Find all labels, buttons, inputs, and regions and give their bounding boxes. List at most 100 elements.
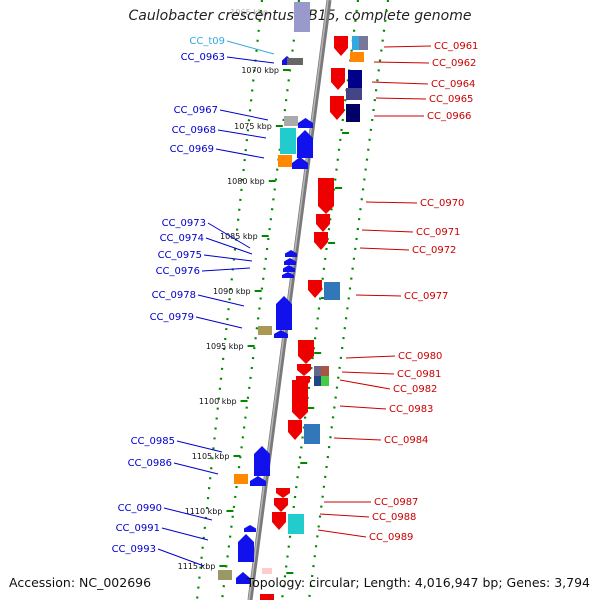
gene-arrow-forward — [292, 380, 308, 420]
gene-label-forward: CC_0980 — [398, 351, 442, 362]
label-leader — [339, 379, 391, 390]
label-leader — [176, 440, 223, 453]
gene-block — [284, 116, 298, 126]
label-leader — [161, 527, 209, 541]
gene-block — [346, 88, 362, 100]
gene-label-forward: CC_0981 — [397, 369, 441, 380]
kbp-label: 1070 kbp — [241, 66, 279, 75]
gene-block — [352, 36, 359, 50]
topology-text: Topology: circular; Length: 4,016,947 bp… — [246, 575, 590, 590]
gene-arrow-reverse — [285, 250, 297, 257]
gene-arrow-forward — [334, 36, 348, 56]
label-leader — [215, 148, 265, 159]
gene-label-reverse: CC_0979 — [150, 312, 194, 323]
gene-label-forward: CC_0970 — [420, 198, 464, 209]
gene-arrow-forward — [288, 420, 302, 440]
label-leader — [197, 294, 245, 307]
gene-arrow-reverse — [236, 572, 250, 584]
gene-arrow-reverse — [254, 446, 270, 476]
label-leader — [217, 129, 267, 139]
gene-label-reverse: CC_0976 — [156, 266, 200, 277]
kbp-label: 1075 kbp — [234, 122, 272, 131]
gene-label-forward: CC_0971 — [416, 227, 460, 238]
dotted-guide — [280, 0, 360, 600]
gene-arrow-reverse — [276, 296, 292, 330]
gene-label-reverse: CC_0990 — [118, 503, 162, 514]
gene-block — [280, 128, 296, 154]
label-leader — [173, 462, 219, 475]
kbp-label: 1100 kbp — [199, 397, 237, 406]
label-leader — [339, 405, 387, 410]
gene-label-forward: CC_0987 — [374, 497, 418, 508]
gene-arrow-reverse — [244, 525, 256, 532]
gene-label-reverse: CC_t09 — [189, 36, 225, 47]
gene-label-reverse: CC_0974 — [160, 233, 204, 244]
gene-block — [287, 58, 303, 65]
gene-arrow-forward — [331, 68, 345, 90]
kbp-label: 1085 kbp — [220, 232, 258, 241]
gene-block — [359, 36, 368, 50]
gene-arrow-forward — [330, 96, 344, 120]
label-leader — [157, 548, 205, 567]
gene-label-reverse: CC_0967 — [174, 105, 218, 116]
gene-block — [314, 366, 322, 376]
gene-label-reverse: CC_0993 — [112, 544, 156, 555]
dotted-guide — [220, 0, 301, 600]
label-leader — [333, 437, 382, 441]
label-leader — [219, 109, 269, 121]
label-leader — [319, 513, 370, 518]
gene-block — [348, 70, 362, 88]
gene-arrow-forward — [308, 280, 322, 298]
gene-arrow-reverse — [274, 330, 288, 338]
gene-block — [260, 594, 274, 600]
gene-block — [234, 474, 248, 484]
gene-label-reverse: CC_0985 — [131, 436, 175, 447]
dotted-guide — [307, 0, 390, 600]
gene-label-reverse: CC_0969 — [170, 144, 214, 155]
label-leader — [226, 40, 275, 55]
gene-arrow-reverse — [292, 157, 308, 169]
label-leader — [383, 45, 432, 48]
kbp-label: 1110 kbp — [185, 507, 223, 516]
label-leader — [163, 507, 213, 521]
label-leader — [201, 267, 251, 272]
gene-label-forward: CC_0983 — [389, 404, 433, 415]
gene-arrow-forward — [298, 340, 314, 364]
gene-label-forward: CC_0972 — [412, 245, 456, 256]
gene-label-forward: CC_0982 — [393, 384, 437, 395]
kbp-label-clipped: 1065 kbp — [230, 8, 268, 17]
gene-label-reverse: CC_0991 — [116, 523, 160, 534]
label-leader — [203, 254, 253, 262]
gene-arrow-forward — [272, 512, 286, 530]
gene-arrow-reverse — [298, 118, 313, 128]
gene-label-reverse: CC_0973 — [162, 218, 206, 229]
label-leader — [365, 201, 418, 204]
gene-arrow-reverse — [250, 476, 266, 486]
gene-label-reverse: CC_0975 — [158, 250, 202, 261]
gene-block — [324, 282, 340, 300]
gene-arrow-forward — [276, 488, 290, 498]
genome-backbone-highlight — [248, 0, 329, 600]
gene-label-forward: CC_0962 — [432, 58, 476, 69]
gene-arrow-forward — [314, 232, 328, 250]
gene-label-forward: CC_0988 — [372, 512, 416, 523]
gene-block — [278, 155, 292, 167]
label-leader — [373, 61, 430, 64]
gene-arrow-reverse — [297, 130, 313, 158]
gene-block — [262, 568, 272, 574]
label-leader — [345, 355, 396, 359]
kbp-label: 1105 kbp — [192, 452, 230, 461]
gene-arrow-reverse — [238, 534, 254, 562]
label-leader — [341, 371, 395, 375]
gene-block — [304, 424, 320, 444]
gene-block — [258, 326, 272, 335]
kbp-label: 1095 kbp — [206, 342, 244, 351]
gene-label-forward: CC_0984 — [384, 435, 428, 446]
gene-block — [218, 570, 232, 580]
gene-arrow-forward — [318, 178, 334, 214]
gene-label-reverse: CC_0968 — [172, 125, 216, 136]
gene-label-forward: CC_0966 — [427, 111, 471, 122]
gene-label-forward: CC_0977 — [404, 291, 448, 302]
gene-block — [314, 376, 322, 386]
